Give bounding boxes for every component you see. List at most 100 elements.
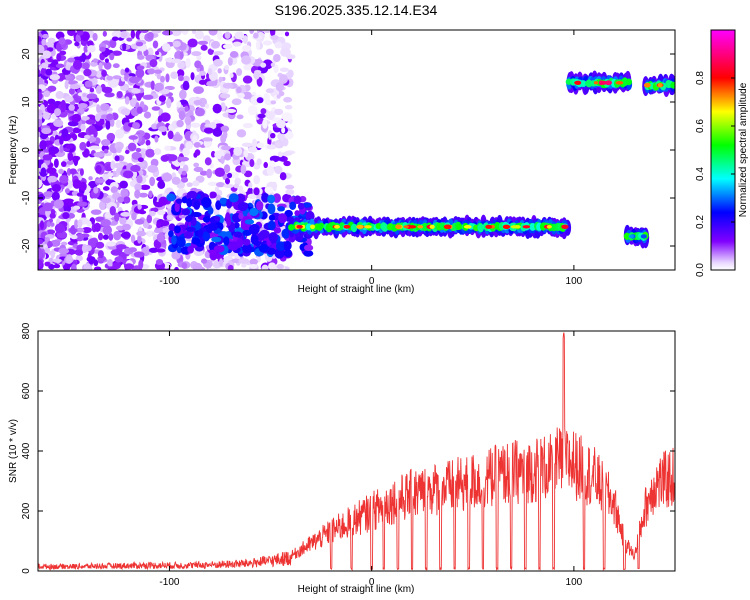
spectrogram-noise-blob [215, 181, 225, 188]
spectrogram-noise-blob [178, 110, 186, 121]
spectrogram-noise-blob [198, 79, 207, 85]
spectrogram-noise-blob [213, 260, 221, 268]
spectrogram-noise-blob [249, 258, 258, 265]
spectrogram-noise-blob [102, 186, 110, 191]
spectrogram-noise-blob [138, 210, 147, 215]
spectrogram-noise-blob [60, 99, 67, 110]
spectrogram-noise-blob [194, 149, 201, 156]
spectrogram-noise-blob [166, 98, 172, 109]
spectrogram-noise-blob [95, 178, 105, 184]
spectrogram-onset-blob [250, 234, 259, 245]
spectrogram-noise-blob [207, 267, 218, 270]
spectrogram-onset-blob [215, 200, 222, 211]
spectrogram-noise-blob [123, 263, 135, 270]
snr-panel: -100 0 100 0 200 400 600 800 Height of straigh… [8, 322, 676, 595]
spectrogram-noise-blob [75, 74, 85, 81]
spectrogram-noise-blob [48, 250, 56, 256]
spectrogram-noise-blob [237, 92, 245, 99]
spectrogram-band-peak [296, 225, 303, 229]
colorbar-tick-label: 0.6 [695, 119, 706, 133]
spectrogram-noise-blob [234, 177, 242, 186]
spectrogram-noise-blob [114, 212, 120, 222]
spectrogram-noise-blob [224, 177, 231, 185]
spectrogram-onset-blob [175, 198, 183, 204]
spectrogram-noise-blob [98, 62, 103, 71]
spectrogram-noise-blob [256, 97, 264, 104]
spectrogram-noise-blob [50, 222, 55, 227]
spectrogram-onset-blob [208, 232, 219, 239]
spectrogram-noise-blob [147, 31, 154, 40]
spectrogram-noise-blob [275, 81, 285, 92]
spectrogram-noise-blob [137, 157, 144, 163]
spectrogram-noise-blob [252, 138, 258, 149]
spectrogram-noise-blob [114, 155, 120, 162]
spectrogram-noise-blob [46, 47, 54, 52]
spectrogram-noise-blob [106, 75, 114, 81]
spectrogram-noise-blob [243, 64, 253, 71]
spectrogram-noise-blob [274, 41, 283, 49]
spectrogram-noise-blob [135, 147, 142, 153]
spectrogram-band-core [585, 79, 593, 88]
spectrogram-noise-blob [147, 164, 159, 173]
spectrogram-noise-blob [213, 58, 223, 67]
spectrogram-onset-blob [281, 228, 291, 239]
spectrogram-noise-blob [136, 65, 145, 71]
spectrogram-noise-blob [242, 122, 253, 129]
spectrogram-noise-blob [249, 30, 255, 35]
spectrogram-noise-blob [86, 141, 91, 148]
spectrogram-noise-blob [209, 122, 217, 130]
spectrogram-noise-blob [107, 172, 114, 178]
spectrogram-noise-blob [262, 40, 273, 46]
spectrogram-noise-blob [256, 158, 262, 166]
spectrogram-noise-blob [152, 40, 159, 49]
spectrogram-onset-blob [244, 219, 255, 225]
spectrogram-noise-blob [101, 86, 113, 94]
spectrogram-noise-blob [227, 56, 233, 66]
spectrogram-noise-blob [150, 158, 159, 167]
spectrogram-band-core [375, 223, 382, 230]
spectrogram-noise-blob [222, 82, 234, 89]
spectrogram-noise-blob [200, 44, 208, 51]
spectrogram-band-core [350, 223, 358, 233]
spectrogram-noise-blob [150, 80, 155, 90]
spectrogram-onset-blob [294, 210, 300, 216]
spectrogram-noise-blob [79, 168, 84, 176]
spectrogram-onset-blob [241, 243, 252, 254]
spectrogram-noise-blob [270, 35, 279, 40]
spectrogram-noise-blob [109, 52, 115, 61]
spectrogram-noise-blob [40, 62, 49, 69]
spectrogram-noise-blob [136, 175, 143, 184]
spectrogram-onset-blob [211, 236, 222, 243]
spectrogram-onset-blob [303, 250, 314, 257]
spectrogram-noise-blob [270, 100, 277, 105]
spectrogram-noise-blob [241, 44, 252, 52]
spectrogram-noise-blob [194, 107, 205, 117]
spectrogram-noise-blob [285, 184, 295, 190]
spectrogram-noise-blob [74, 219, 79, 229]
spectrogram-noise-blob [67, 30, 76, 37]
spectrogram-noise-blob [110, 186, 118, 194]
spectrogram-noise-blob [257, 113, 266, 119]
spectrogram-noise-blob [59, 144, 64, 154]
spectrogram-noise-blob [192, 262, 203, 270]
spectrogram-xtick-label: -100 [159, 276, 179, 287]
spectrogram-onset-blob [228, 193, 239, 203]
spectrogram-noise-blob [172, 134, 183, 142]
spectrogram-noise-blob [38, 248, 43, 258]
spectrogram-noise-blob [72, 179, 82, 189]
spectrogram-band-peak [395, 224, 402, 230]
snr-ytick-label: 400 [21, 442, 32, 459]
spectrogram-onset-blob [283, 240, 292, 251]
spectrogram-noise-blob [122, 170, 134, 179]
spectrogram-noise-blob [47, 85, 57, 92]
spectrogram-noise-blob [156, 232, 165, 243]
spectrogram-noise-blob [223, 183, 235, 189]
spectrogram-noise-blob [102, 225, 113, 236]
spectrogram-noise-blob [81, 243, 88, 253]
spectrogram-noise-blob [38, 118, 43, 128]
spectrogram-noise-blob [88, 176, 93, 181]
spectrogram-noise-blob [112, 63, 120, 69]
spectrogram-noise-blob [234, 31, 245, 40]
spectrogram-noise-blob [69, 83, 81, 90]
spectrogram-noise-blob [285, 188, 295, 195]
